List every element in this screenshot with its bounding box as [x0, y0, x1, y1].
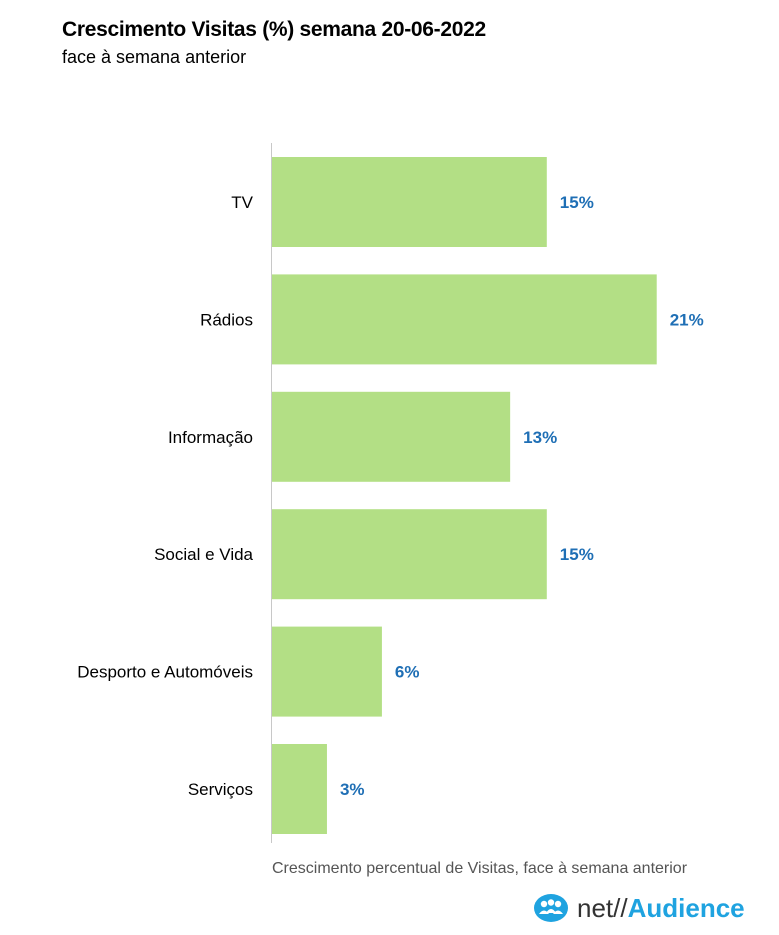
bar-5 [272, 744, 327, 834]
value-label: 13% [523, 428, 557, 447]
chart-subtitle: face à semana anterior [62, 47, 247, 67]
people-circle-icon [534, 894, 568, 922]
bar-1 [272, 274, 657, 365]
bar-3 [272, 509, 547, 600]
category-label: Social e Vida [154, 545, 253, 564]
netaudience-logo: net//Audience [533, 891, 745, 925]
category-label: TV [231, 193, 253, 212]
category-label: Serviços [188, 780, 253, 799]
value-label: 6% [395, 663, 420, 682]
value-label: 21% [670, 310, 704, 329]
category-label: Informação [168, 428, 253, 447]
logo-name: Audience [627, 892, 745, 923]
bar-0 [272, 157, 547, 247]
category-label: Desporto e Automóveis [77, 663, 253, 682]
value-label: 15% [560, 193, 594, 212]
footnote: Crescimento percentual de Visitas, face … [272, 860, 688, 877]
bar-4 [272, 626, 382, 717]
chart-title: Crescimento Visitas (%) semana 20-06-202… [62, 18, 486, 41]
value-label: 15% [560, 545, 594, 564]
value-label: 3% [340, 780, 365, 799]
category-label: Rádios [200, 310, 253, 329]
bar-2 [272, 391, 511, 482]
logo-prefix: net// [577, 892, 628, 923]
